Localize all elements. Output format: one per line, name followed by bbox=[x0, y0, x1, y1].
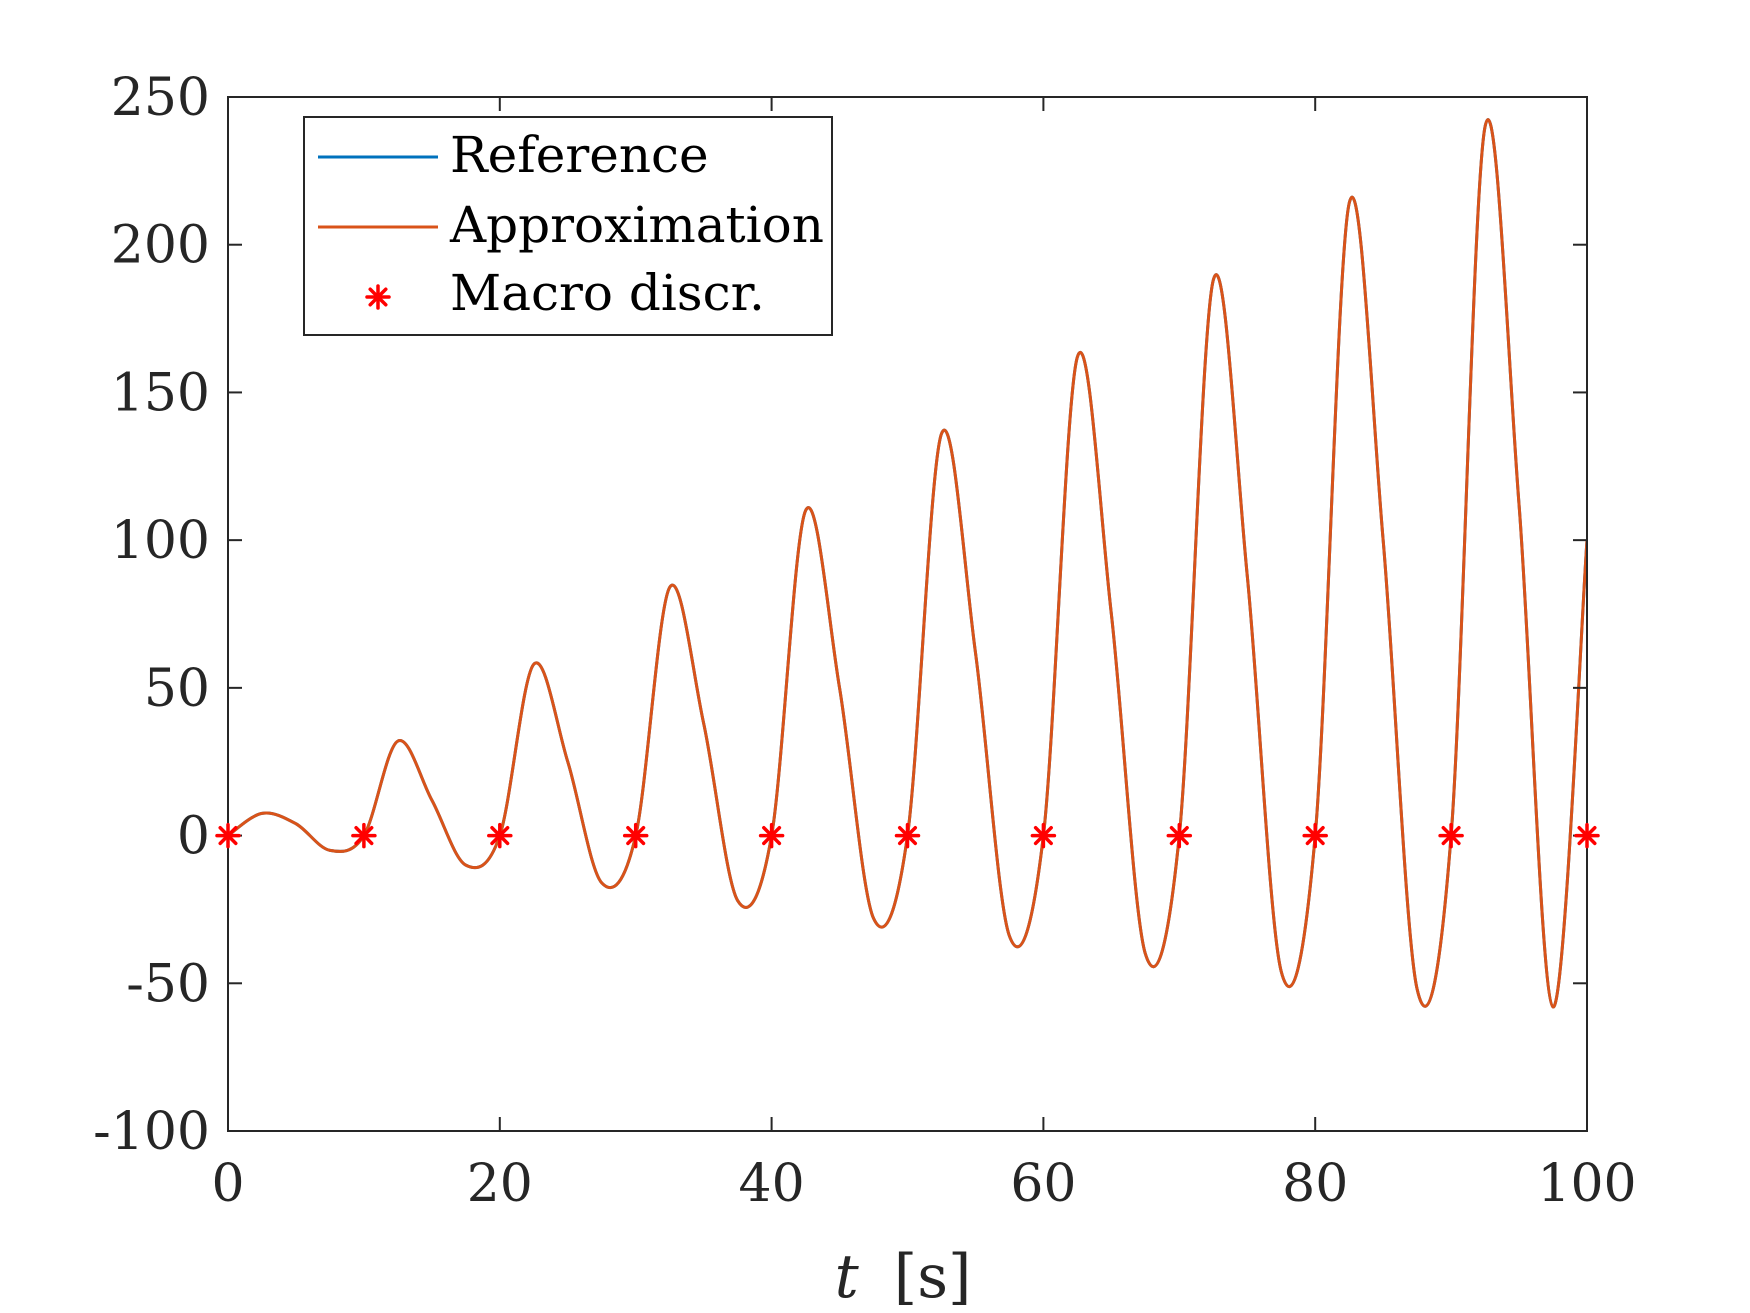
y-tick-label: 150 bbox=[111, 363, 210, 423]
macro-marker bbox=[1438, 822, 1464, 849]
marker-stroke bbox=[897, 826, 918, 846]
macro-marker bbox=[351, 822, 377, 849]
x-tick-label: 60 bbox=[1010, 1154, 1076, 1214]
legend-marker-star bbox=[365, 284, 391, 310]
tick-labels: 0 20 40 60 80 100 -100 -50 0 50 100 150 200 250 bbox=[93, 68, 1636, 1214]
x-axis-label: t [s] bbox=[835, 1242, 972, 1312]
macro-marker bbox=[894, 822, 921, 849]
x-axis-unit: [s] bbox=[894, 1242, 972, 1312]
legend-label-approximation: Approximation bbox=[449, 196, 824, 254]
y-tick-label: 50 bbox=[144, 659, 210, 719]
x-tick-label: 20 bbox=[467, 1154, 533, 1214]
x-tick-label: 0 bbox=[211, 1154, 244, 1214]
macro-marker bbox=[1166, 822, 1193, 849]
series-line-approximation bbox=[228, 118, 1587, 1009]
macro-markers bbox=[215, 822, 1600, 849]
legend: Reference Approximation Macro discr. bbox=[303, 116, 833, 336]
marker-stroke bbox=[354, 826, 374, 846]
marker-stroke bbox=[1577, 826, 1597, 846]
marker-stroke bbox=[1305, 826, 1325, 846]
marker-stroke bbox=[368, 287, 388, 307]
y-tick-label: 100 bbox=[111, 511, 210, 571]
marker-stroke bbox=[1033, 826, 1053, 846]
axes-box bbox=[227, 96, 1588, 1132]
macro-marker bbox=[758, 822, 785, 849]
macro-marker bbox=[1030, 822, 1057, 849]
macro-marker bbox=[487, 822, 513, 849]
legend-label-reference: Reference bbox=[450, 126, 709, 184]
marker-stroke bbox=[626, 826, 646, 846]
ticks bbox=[227, 96, 1588, 1132]
marker-stroke bbox=[490, 826, 510, 846]
legend-label-macro: Macro discr. bbox=[450, 264, 765, 322]
marker-stroke bbox=[762, 826, 782, 846]
y-tick-label: -50 bbox=[126, 954, 210, 1014]
legend-swatch-macro-marker bbox=[365, 284, 391, 310]
marker-stroke bbox=[218, 826, 238, 846]
macro-marker bbox=[1574, 822, 1600, 849]
x-tick-label: 80 bbox=[1282, 1154, 1348, 1214]
x-tick-label: 40 bbox=[739, 1154, 805, 1214]
macro-marker bbox=[622, 822, 649, 849]
x-axis-variable: t bbox=[835, 1242, 860, 1312]
marker-stroke bbox=[1441, 826, 1461, 846]
macro-marker bbox=[215, 822, 241, 849]
y-tick-label: 0 bbox=[177, 807, 210, 867]
x-tick-label: 100 bbox=[1537, 1154, 1636, 1214]
axes bbox=[227, 96, 1588, 1132]
y-tick-label: 200 bbox=[111, 216, 210, 276]
y-tick-label: 250 bbox=[111, 68, 210, 128]
series-layer bbox=[228, 118, 1587, 1009]
marker-stroke bbox=[1169, 826, 1189, 846]
y-tick-label: -100 bbox=[93, 1102, 210, 1162]
macro-marker bbox=[1302, 822, 1328, 849]
